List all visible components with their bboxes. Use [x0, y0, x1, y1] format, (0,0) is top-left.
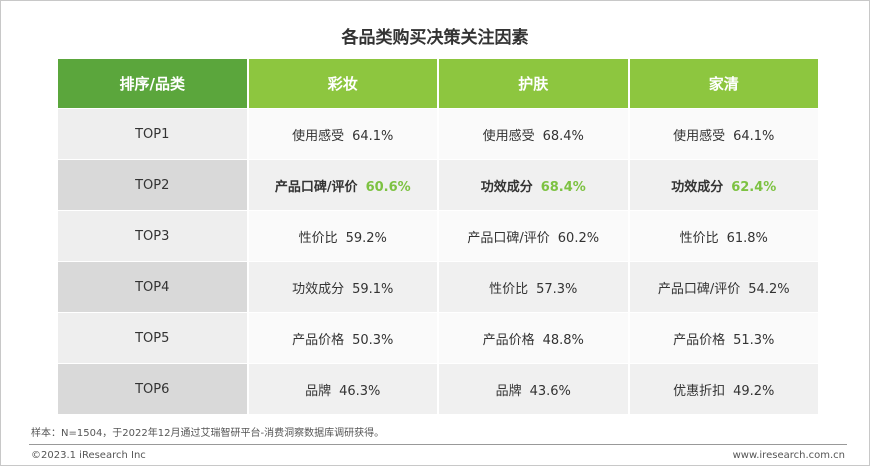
percent: 61.8% — [726, 230, 768, 246]
percent: 51.3% — [733, 332, 775, 348]
factor: 性价比 — [298, 230, 338, 246]
factor: 产品价格 — [292, 332, 345, 348]
row: TOP3 性价比 59.2% 产品口碑/评价 60.2% 性价比 61.8% — [58, 211, 818, 261]
cell: 使用感受 64.1% — [629, 109, 818, 159]
factor: 性价比 — [489, 281, 529, 297]
factor: 产品价格 — [482, 332, 535, 348]
row: TOP2 产品口碑/评价 60.6% 功效成分 68.4% 功效成分 62.4% — [58, 160, 818, 210]
cell: 产品口碑/评价 60.2% — [439, 211, 628, 261]
percent: 64.1% — [352, 128, 394, 144]
percent: 54.2% — [748, 281, 790, 297]
note: 样本：N=1504，于2022年12月通过艾瑞智研平台-消费洞察数据库调研获得。 — [31, 428, 385, 439]
factor: 性价比 — [679, 230, 719, 246]
factor: 使用感受 — [673, 128, 726, 144]
cell: 功效成分 62.4% — [629, 160, 818, 210]
header-cell: 家清 — [629, 59, 818, 108]
table: 排序/品类 彩妆 护肤 家清 TOP1 使用感受 64.1% 使用感受 68.4% 使用感受 64… — [56, 58, 820, 415]
rank-label: TOP2 — [58, 160, 247, 210]
header-cell: 排序/品类 — [58, 59, 247, 108]
header-cell: 护肤 — [439, 59, 628, 108]
percent: 49.2% — [733, 383, 775, 399]
percent: 59.2% — [345, 230, 387, 246]
cell: 使用感受 64.1% — [248, 109, 437, 159]
percent: 43.6% — [529, 383, 571, 399]
factor: 使用感受 — [292, 128, 345, 144]
header-cell: 彩妆 — [248, 59, 437, 108]
row: TOP1 使用感受 64.1% 使用感受 68.4% 使用感受 64.1% — [58, 109, 818, 159]
percent: 59.1% — [352, 281, 394, 297]
cell: 功效成分 59.1% — [248, 262, 437, 312]
percent: 50.3% — [352, 332, 394, 348]
rank-label: TOP3 — [58, 211, 247, 261]
cell: 产品口碑/评价 54.2% — [629, 262, 818, 312]
title: 各品类购买决策关注因素 — [341, 28, 529, 48]
cell: 产品口碑/评价 60.6% — [248, 160, 437, 210]
cell: 品牌 46.3% — [248, 364, 437, 414]
factor: 品牌 — [305, 383, 332, 399]
website: www.iresearch.com.cn — [732, 450, 845, 461]
cell: 产品价格 48.8% — [439, 313, 628, 363]
row: TOP4 功效成分 59.1% 性价比 57.3% 产品口碑/评价 54.2% — [58, 262, 818, 312]
percent: 60.6% — [365, 179, 411, 195]
percent: 62.4% — [731, 179, 777, 195]
cell: 性价比 57.3% — [439, 262, 628, 312]
factor: 产品口碑/评价 — [657, 281, 741, 297]
rank-label: TOP4 — [58, 262, 247, 312]
cell: 性价比 59.2% — [248, 211, 437, 261]
row: TOP6 品牌 46.3% 品牌 43.6% 优惠折扣 49.2% — [58, 364, 818, 414]
cell: 产品价格 50.3% — [248, 313, 437, 363]
percent: 68.4% — [542, 128, 584, 144]
cell: 产品价格 51.3% — [629, 313, 818, 363]
divider — [29, 444, 847, 445]
factor: 功效成分 — [480, 179, 533, 195]
factor: 使用感受 — [482, 128, 535, 144]
cell: 功效成分 68.4% — [439, 160, 628, 210]
header-row: 排序/品类 彩妆 护肤 家清 — [58, 59, 818, 108]
factor: 功效成分 — [671, 179, 724, 195]
percent: 68.4% — [540, 179, 586, 195]
copyright: ©2023.1 iResearch Inc — [31, 450, 146, 461]
factor: 优惠折扣 — [673, 383, 726, 399]
factor: 产品价格 — [673, 332, 726, 348]
factor: 产品口碑/评价 — [274, 179, 358, 195]
cell: 优惠折扣 49.2% — [629, 364, 818, 414]
row: TOP5 产品价格 50.3% 产品价格 48.8% 产品价格 51.3% — [58, 313, 818, 363]
percent: 46.3% — [339, 383, 381, 399]
cell: 性价比 61.8% — [629, 211, 818, 261]
rank-label: TOP1 — [58, 109, 247, 159]
cell: 品牌 43.6% — [439, 364, 628, 414]
factor: 功效成分 — [292, 281, 345, 297]
rank-label: TOP5 — [58, 313, 247, 363]
percent: 64.1% — [733, 128, 775, 144]
cell: 使用感受 68.4% — [439, 109, 628, 159]
table-body: TOP1 使用感受 64.1% 使用感受 68.4% 使用感受 64.1% TOP2 产品口碑/… — [58, 109, 818, 414]
percent: 48.8% — [542, 332, 584, 348]
percent: 60.2% — [557, 230, 600, 246]
factor: 产品口碑/评价 — [467, 230, 550, 246]
percent: 57.3% — [536, 281, 578, 297]
rank-label: TOP6 — [58, 364, 247, 414]
factor: 品牌 — [495, 383, 522, 399]
